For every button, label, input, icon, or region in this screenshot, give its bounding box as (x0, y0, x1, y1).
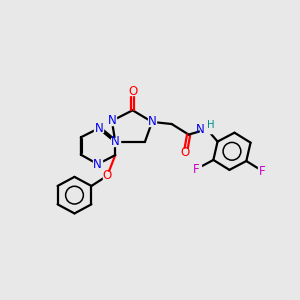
Text: N: N (107, 114, 116, 128)
Text: F: F (193, 163, 200, 176)
Bar (93, 160, 102, 168)
Bar (202, 125, 211, 133)
Text: N: N (111, 136, 120, 148)
Text: N: N (196, 123, 205, 136)
Bar (148, 118, 157, 126)
Bar (200, 125, 214, 133)
Bar (128, 87, 137, 95)
Bar (107, 117, 116, 125)
Text: F: F (259, 165, 266, 178)
Text: O: O (128, 85, 137, 98)
Bar (94, 124, 103, 132)
Bar (258, 167, 267, 175)
Bar (103, 172, 112, 180)
Text: H: H (207, 120, 214, 130)
Text: O: O (181, 146, 190, 159)
Bar (111, 138, 120, 146)
Bar (192, 165, 201, 173)
Text: N: N (148, 116, 156, 128)
Text: N: N (93, 158, 102, 171)
Text: O: O (103, 169, 112, 182)
Text: N: N (94, 122, 103, 135)
Bar (181, 148, 190, 157)
